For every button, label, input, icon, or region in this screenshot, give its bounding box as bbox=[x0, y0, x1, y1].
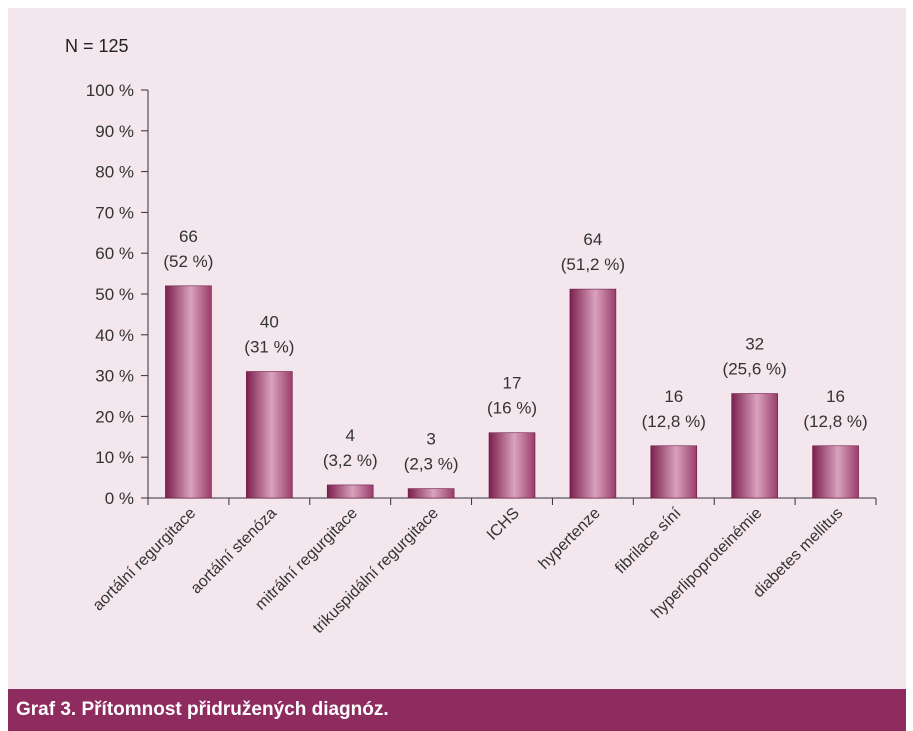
data-label-count: 16 bbox=[826, 387, 845, 406]
y-tick-label: 50 % bbox=[95, 285, 134, 304]
y-tick-label: 20 % bbox=[95, 407, 134, 426]
data-label-percent: (12,8 %) bbox=[642, 412, 706, 431]
bar bbox=[407, 488, 455, 499]
caption-bar: Graf 3. Přítomnost přidružených diagnóz. bbox=[8, 689, 906, 731]
data-label-percent: (16 %) bbox=[487, 399, 537, 418]
data-label-count: 3 bbox=[426, 430, 435, 449]
x-category-label: ICHS bbox=[484, 505, 523, 544]
bar bbox=[650, 445, 698, 499]
sample-size-label: N = 125 bbox=[65, 36, 129, 56]
chart-figure: N = 125 0 % 10 % 20 % 30 % 40 % 50 % 60 % 70 % 8… bbox=[8, 8, 906, 731]
x-category-label: aortální regurgitace bbox=[90, 505, 200, 615]
data-label-percent: (51,2 %) bbox=[561, 255, 625, 274]
data-label-percent: (3,2 %) bbox=[323, 451, 378, 470]
y-tick-label: 70 % bbox=[95, 203, 134, 222]
y-tick-label: 30 % bbox=[95, 367, 134, 386]
bar bbox=[812, 445, 859, 499]
data-label-count: 17 bbox=[503, 374, 522, 393]
bar bbox=[326, 484, 374, 499]
y-tick-label: 90 % bbox=[95, 122, 134, 141]
x-category-label: aortální stenóza bbox=[188, 505, 281, 598]
data-label-percent: (25,6 %) bbox=[723, 360, 787, 379]
x-category-label: fibrilace síní bbox=[612, 504, 685, 577]
data-label-count: 32 bbox=[745, 335, 764, 354]
figure-caption: Graf 3. Přítomnost přidružených diagnóz. bbox=[16, 699, 389, 720]
bar bbox=[246, 371, 293, 499]
y-tick-label: 60 % bbox=[95, 244, 134, 263]
bar bbox=[488, 432, 536, 499]
data-label-count: 16 bbox=[664, 387, 683, 406]
data-label-count: 4 bbox=[345, 426, 354, 445]
data-label-count: 40 bbox=[260, 313, 279, 332]
x-category-label: hypertenze bbox=[536, 505, 604, 573]
y-tick-label: 40 % bbox=[95, 326, 134, 345]
data-label-percent: (52 %) bbox=[163, 252, 213, 271]
y-tick-label: 10 % bbox=[95, 448, 134, 467]
bar-chart: N = 125 0 % 10 % 20 % 30 % 40 % 50 % 60 % 70 % 8… bbox=[65, 36, 877, 637]
data-label-count: 64 bbox=[583, 230, 602, 249]
data-label-count: 66 bbox=[179, 227, 198, 246]
y-tick-label: 80 % bbox=[95, 163, 134, 182]
bar bbox=[569, 288, 617, 499]
bar bbox=[731, 393, 778, 499]
bar bbox=[165, 285, 212, 499]
data-label-percent: (12,8 %) bbox=[803, 412, 867, 431]
data-label-percent: (2,3 %) bbox=[404, 455, 459, 474]
x-category-label: diabetes mellitus bbox=[750, 505, 846, 601]
data-label-percent: (31 %) bbox=[244, 338, 294, 357]
bars bbox=[165, 285, 859, 499]
y-tick-label: 100 % bbox=[86, 81, 134, 100]
axes: 0 % 10 % 20 % 30 % 40 % 50 % 60 % 70 % 80 % 90 % 1… bbox=[86, 81, 877, 508]
y-tick-label: 0 % bbox=[105, 489, 134, 508]
